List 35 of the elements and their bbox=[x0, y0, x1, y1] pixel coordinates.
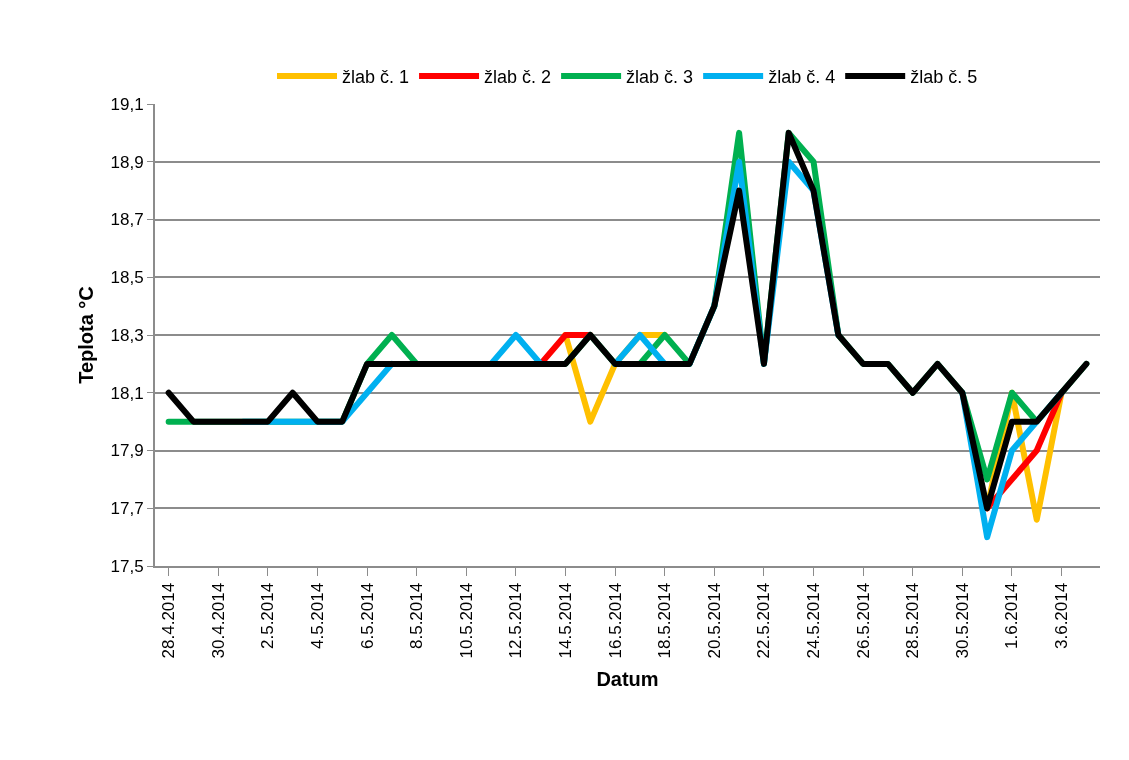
x-tick-label: 3.6.2014 bbox=[1052, 582, 1072, 649]
x-tick-label: 18.5.2014 bbox=[655, 582, 675, 659]
x-tick-label: 8.5.2014 bbox=[407, 582, 427, 649]
x-tick-label: 1.6.2014 bbox=[1002, 582, 1022, 649]
y-tick-label: 17,7 bbox=[110, 499, 144, 519]
legend-label: žlab č. 3 bbox=[626, 66, 694, 87]
x-tick-label: 14.5.2014 bbox=[556, 582, 576, 659]
x-tick-label: 4.5.2014 bbox=[307, 582, 327, 649]
x-tick-label: 30.4.2014 bbox=[208, 582, 228, 659]
x-tick-label: 6.5.2014 bbox=[357, 582, 377, 649]
legend-label: žlab č. 4 bbox=[768, 66, 836, 87]
y-tick-label: 18,5 bbox=[110, 268, 144, 288]
x-tick-label: 26.5.2014 bbox=[853, 582, 873, 659]
x-tick-label: 16.5.2014 bbox=[605, 582, 625, 659]
x-tick-label: 2.5.2014 bbox=[258, 582, 278, 649]
legend-label: žlab č. 2 bbox=[484, 66, 552, 87]
x-tick-label: 20.5.2014 bbox=[704, 582, 724, 659]
y-tick-label: 18,7 bbox=[110, 210, 144, 230]
x-axis-title: Datum bbox=[596, 668, 659, 691]
x-tick-label: 28.5.2014 bbox=[903, 582, 923, 659]
y-tick-label: 17,5 bbox=[110, 556, 144, 576]
y-tick-label: 18,3 bbox=[110, 325, 144, 345]
x-tick-label: 30.5.2014 bbox=[952, 582, 972, 659]
y-tick-label: 18,9 bbox=[110, 152, 144, 172]
legend-label: žlab č. 5 bbox=[910, 66, 978, 87]
y-axis-title: Teplota °C bbox=[74, 286, 97, 384]
x-tick-label: 12.5.2014 bbox=[506, 582, 526, 659]
x-tick-label: 22.5.2014 bbox=[754, 582, 774, 659]
x-tick-label: 24.5.2014 bbox=[804, 582, 824, 659]
y-tick-label: 18,1 bbox=[110, 383, 144, 403]
x-tick-label: 10.5.2014 bbox=[456, 582, 476, 659]
legend-label: žlab č. 1 bbox=[342, 66, 410, 87]
y-tick-label: 19,1 bbox=[110, 94, 144, 114]
x-tick-label: 28.4.2014 bbox=[159, 582, 179, 659]
y-tick-label: 17,9 bbox=[110, 441, 144, 461]
